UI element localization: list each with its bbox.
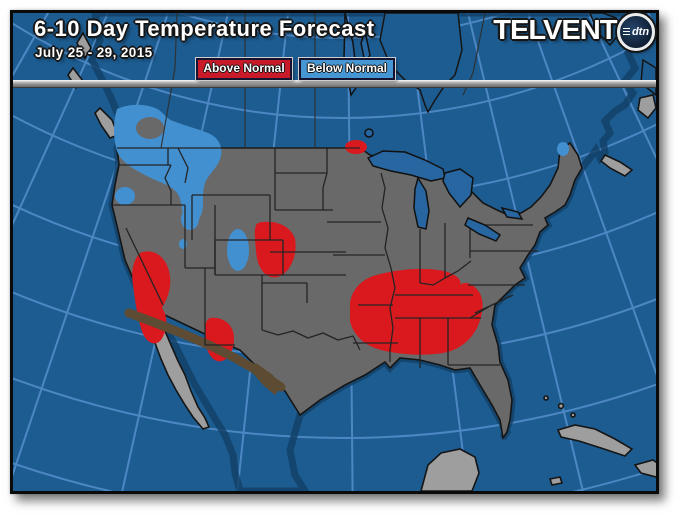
- state-borders: [112, 147, 538, 368]
- above-normal-region-north-minnesota: [345, 140, 367, 154]
- yucatan-peninsula: [420, 448, 480, 491]
- below-normal-region-south-oregon-coast: [115, 187, 135, 205]
- below-normal-region-colorado: [227, 229, 249, 271]
- bc-coast-island: [76, 31, 92, 60]
- header-divider: [13, 80, 656, 88]
- vancouver-island: [94, 106, 120, 139]
- lake-of-the-woods: [364, 128, 374, 138]
- lake-ontario: [500, 206, 524, 220]
- jamaica: [548, 476, 564, 486]
- page-title: 6-10 Day Temperature Forecast: [34, 16, 375, 41]
- legend: Above Normal Below Normal: [196, 58, 395, 80]
- lake-erie: [464, 217, 502, 242]
- great-lakes: [366, 150, 524, 242]
- bahamas-island: [557, 402, 565, 410]
- north-america-map-image: [13, 13, 656, 491]
- lake-huron: [442, 168, 474, 209]
- hispaniola: [633, 459, 656, 478]
- above-normal-region-central-plains: [254, 221, 296, 278]
- nova-scotia: [599, 153, 634, 177]
- legend-below-normal: Below Normal: [299, 58, 395, 80]
- normal-gap-cascades: [136, 117, 164, 139]
- below-normal-region-wyoming: [181, 208, 199, 230]
- globe-lines-icon: [622, 27, 630, 37]
- lake-michigan: [413, 176, 430, 230]
- forecast-map: 6-10 Day Temperature Forecast July 25 - …: [10, 10, 659, 494]
- bahamas-island: [570, 412, 576, 418]
- forecast-date-range: July 25 - 29, 2015: [35, 45, 153, 60]
- dtn-badge-icon: dtn: [617, 13, 655, 51]
- dtn-badge-label: dtn: [631, 25, 650, 38]
- legend-above-normal: Above Normal: [196, 58, 292, 80]
- telvent-logo: TELVENT: [492, 14, 617, 45]
- newfoundland: [637, 94, 656, 120]
- below-normal-region-utah-dot: [179, 239, 187, 249]
- bahamas-island: [543, 395, 549, 401]
- below-normal-region-maine: [557, 142, 569, 156]
- mexico-border-highlands: [124, 308, 286, 395]
- above-normal-region-southeast: [350, 268, 483, 355]
- cuba: [556, 424, 634, 457]
